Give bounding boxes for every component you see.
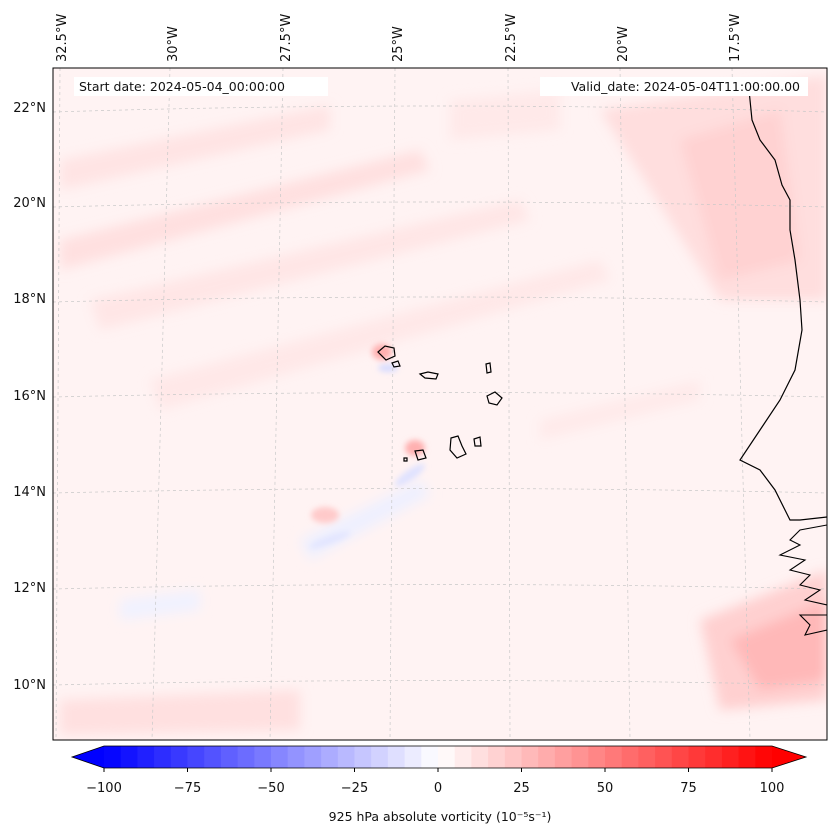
- colorbar-cell: [337, 746, 356, 768]
- colorbar-title: 925 hPa absolute vorticity (10⁻⁵s⁻¹): [329, 809, 552, 824]
- colorbar-tick-label: 25: [513, 781, 530, 796]
- africa-coastline: [739, 79, 827, 521]
- colorbar-cell: [571, 746, 589, 768]
- island-sao-vicente: [391, 360, 401, 368]
- start-date-label: Start date: 2024-05-04_00:00:00: [79, 79, 285, 94]
- colorbar-cell: [237, 746, 255, 768]
- colorbar-variable: 925 hPa absolute vorticity: [329, 809, 493, 824]
- colorbar-ticks: −100 −75 −50 −25 0 25 50 75 100: [86, 768, 784, 796]
- island-boa-vista: [486, 391, 503, 406]
- colorbar-cell: [671, 746, 690, 768]
- colorbar-tick-label: −100: [86, 781, 122, 796]
- island-sal: [485, 362, 492, 374]
- island-brava: [403, 457, 408, 462]
- colorbar-cell: [655, 746, 673, 768]
- colorbar-tick-label: 100: [760, 781, 785, 796]
- lon-label: 27.5°W: [279, 14, 294, 62]
- lat-label: 12°N: [13, 581, 46, 596]
- colorbar-cell: [371, 746, 389, 768]
- colorbar-cell: [154, 746, 172, 768]
- colorbar-cell: [454, 746, 472, 768]
- lon-label: 20°W: [616, 26, 631, 62]
- island-sao-nicolau: [418, 371, 439, 380]
- colorbar-cell: [488, 746, 506, 768]
- map-panel: [53, 68, 827, 740]
- latitude-labels: 22°N 20°N 18°N 16°N 14°N 12°N 10°N: [13, 101, 46, 693]
- colorbar-cell: [504, 746, 523, 768]
- colorbar-cell: [304, 746, 322, 768]
- colorbar-cell: [621, 746, 639, 768]
- colorbar-tick-label: 75: [680, 781, 697, 796]
- colorbar-cell: [254, 746, 272, 768]
- map-frame: [52, 67, 828, 741]
- island-santo-antao: [377, 345, 396, 361]
- colorbar-tick-label: 50: [597, 781, 614, 796]
- colorbar-extend-min: [72, 746, 104, 768]
- colorbar-cell: [605, 746, 623, 768]
- colorbar-cell: [638, 746, 656, 768]
- lon-label: 25°W: [391, 26, 406, 62]
- island-fogo: [414, 449, 427, 461]
- colorbar-cell: [387, 746, 406, 768]
- valid-date-box: [540, 77, 808, 96]
- lon-label: 17.5°W: [728, 14, 743, 62]
- colorbar-cell: [354, 746, 372, 768]
- colorbar-cell: [287, 746, 305, 768]
- lat-label: 14°N: [13, 485, 46, 500]
- colorbar-cell: [755, 746, 773, 768]
- lat-label: 10°N: [13, 678, 46, 693]
- colorbar-cell: [170, 746, 189, 768]
- colorbar-tick-label: −25: [341, 781, 368, 796]
- colorbar-cell: [204, 746, 222, 768]
- colorbar-cell: [404, 746, 422, 768]
- colorbar-cell: [521, 746, 539, 768]
- colorbar-cell: [137, 746, 155, 768]
- colorbar-cell: [120, 746, 138, 768]
- lon-label: 22.5°W: [504, 14, 519, 62]
- island-maio: [473, 436, 482, 447]
- colorbar: −100 −75 −50 −25 0 25 50 75 100 925 hPa absolute…: [70, 745, 808, 824]
- colorbar-cells: [104, 746, 773, 768]
- lat-label: 18°N: [13, 292, 46, 307]
- colorbar-cell: [438, 746, 456, 768]
- lat-label: 20°N: [13, 196, 46, 211]
- island-santiago: [449, 435, 467, 459]
- colorbar-cell: [187, 746, 205, 768]
- lon-label: 32.5°W: [55, 14, 70, 62]
- lon-label: 30°W: [166, 26, 181, 62]
- vorticity-field: [60, 75, 827, 735]
- colorbar-cell: [738, 746, 756, 768]
- colorbar-extend-max: [772, 746, 806, 768]
- colorbar-cell: [538, 746, 556, 768]
- colorbar-cell: [321, 746, 339, 768]
- colorbar-cell: [104, 746, 122, 768]
- colorbar-tick-label: 0: [434, 781, 442, 796]
- colorbar-cell: [220, 746, 239, 768]
- lat-label: 22°N: [13, 101, 46, 116]
- colorbar-cell: [688, 746, 706, 768]
- graticule: [53, 68, 827, 740]
- colorbar-tick-label: −75: [174, 781, 201, 796]
- colorbar-tick-label: −50: [257, 781, 284, 796]
- cape-verde-islands: [377, 345, 503, 462]
- colorbar-units: (10⁻⁵s⁻¹): [496, 809, 551, 824]
- africa-coastline-south: [778, 524, 827, 636]
- colorbar-cell: [588, 746, 606, 768]
- colorbar-cell: [421, 746, 439, 768]
- start-date-box: [74, 77, 328, 96]
- colorbar-cell: [471, 746, 489, 768]
- lat-label: 16°N: [13, 389, 46, 404]
- colorbar-cell: [271, 746, 289, 768]
- colorbar-cell: [721, 746, 740, 768]
- valid-date-label: Valid_date: 2024-05-04T11:00:00.00: [571, 79, 800, 94]
- colorbar-cell: [705, 746, 723, 768]
- colorbar-cell: [554, 746, 573, 768]
- longitude-labels: 32.5°W 30°W 27.5°W 25°W 22.5°W 20°W 17.5…: [55, 14, 743, 62]
